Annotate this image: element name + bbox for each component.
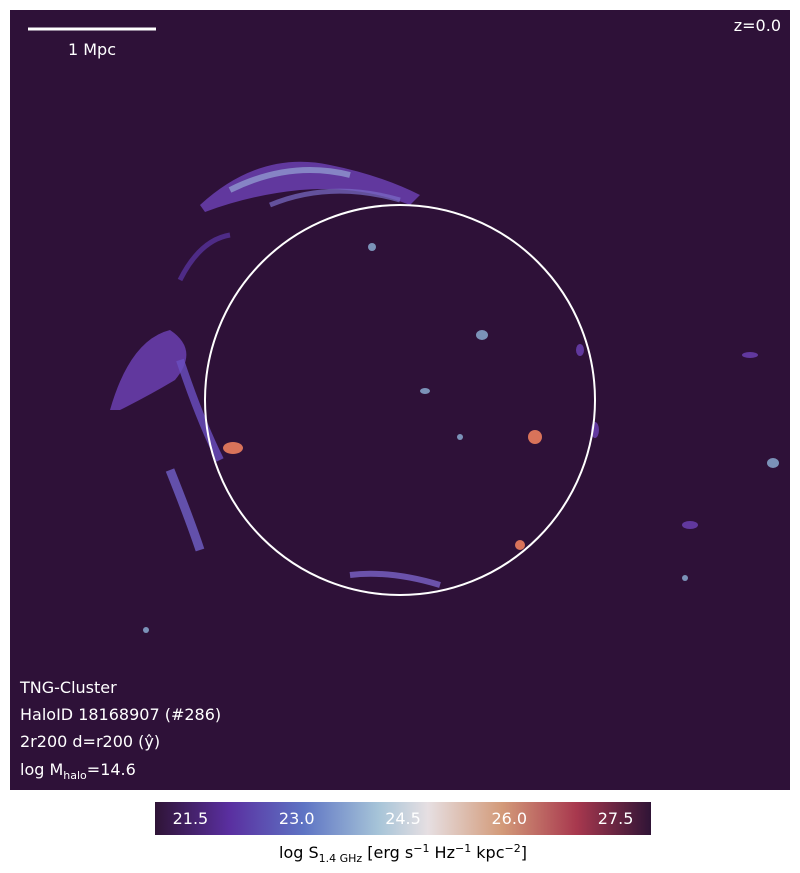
scale-bar-label: 1 Mpc [68,40,116,59]
text-part: [erg s [362,843,413,862]
superscript: −1 [455,842,471,855]
info-line: HaloID 18168907 (#286) [20,705,221,724]
superscript: −1 [413,842,429,855]
colorbar-tick-label: 21.5 [173,809,209,828]
colorbar-tick-label: 26.0 [491,809,527,828]
text-part: log M [20,760,63,779]
subscript: halo [63,769,87,782]
text-part: Hz [429,843,455,862]
text-part: ] [521,843,527,862]
colorbar [155,802,651,835]
subscript: 1.4 GHz [319,852,363,865]
colorbar-tick-label: 24.5 [385,809,421,828]
text-part: kpc [471,843,504,862]
r200-circle [204,204,596,596]
superscript: −2 [505,842,521,855]
colorbar-tick-label: 23.0 [279,809,315,828]
info-line: TNG-Cluster [19,678,117,697]
map-panel [10,10,790,790]
text-part: =14.6 [87,760,136,779]
text-part: log S [279,843,319,862]
info-line: 2r200 d=r200 (ŷ) [20,732,160,751]
redshift: z=0.0 [734,16,781,35]
info-line: log Mhalo=14.6 [20,760,136,782]
colorbar-tick-label: 27.5 [598,809,634,828]
colorbar-label: log S1.4 GHz [erg s−1 Hz−1 kpc−2] [279,842,527,865]
emission [110,161,779,633]
